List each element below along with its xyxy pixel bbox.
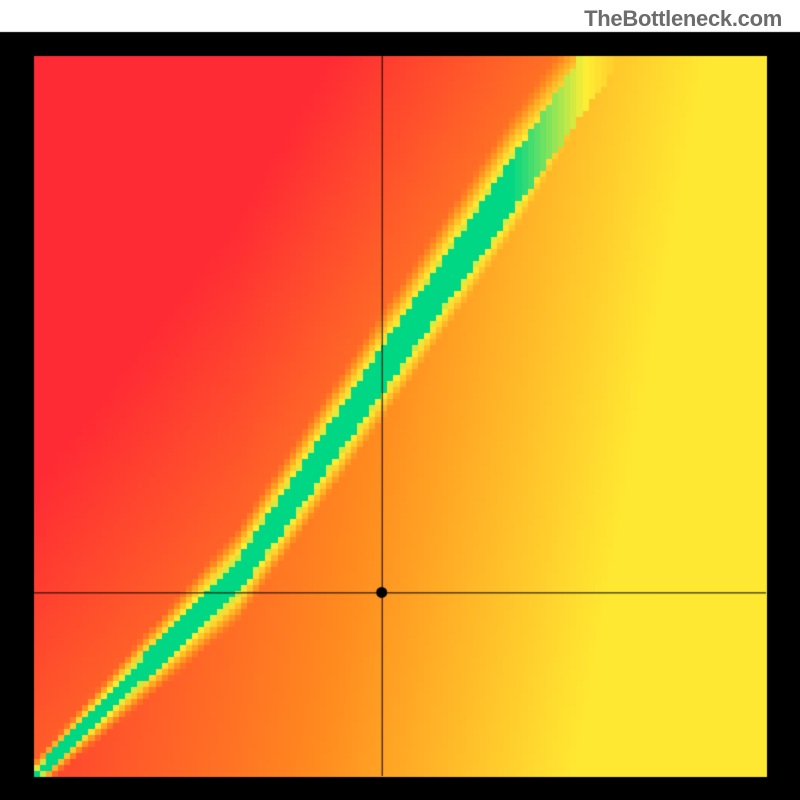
bottleneck-heatmap-canvas — [0, 0, 800, 800]
watermark-text: TheBottleneck.com — [584, 6, 782, 32]
